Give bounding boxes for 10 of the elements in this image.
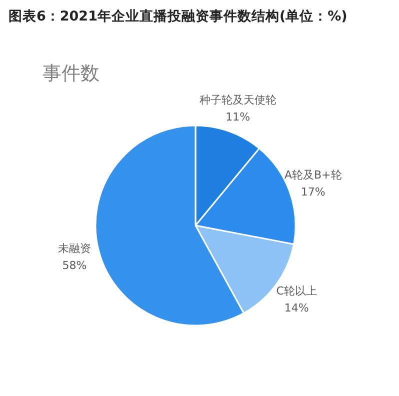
chart-subtitle: 事件数 xyxy=(42,62,100,84)
chart-title: 图表6：2021年企业直播投融资事件数结构(单位：%) xyxy=(8,8,348,24)
slice-label: C轮以上 xyxy=(276,284,317,298)
slice-label: 种子轮及天使轮 xyxy=(199,93,276,106)
data-label: 17% xyxy=(300,186,326,199)
data-label: 14% xyxy=(284,301,309,314)
slice-label: A轮及B+轮 xyxy=(284,168,342,182)
data-label: 58% xyxy=(62,259,87,272)
data-label: 11% xyxy=(226,110,250,124)
slice-label: 未融资 xyxy=(58,242,91,256)
